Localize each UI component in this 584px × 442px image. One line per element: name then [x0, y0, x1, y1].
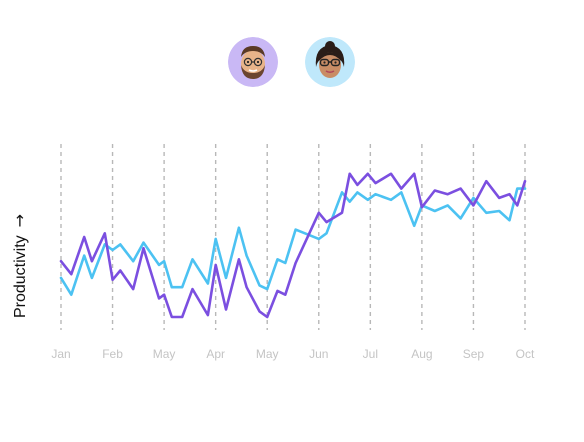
- y-axis-label-text: Productivity: [12, 235, 29, 319]
- x-tick-label-sep: Sep: [463, 347, 485, 361]
- x-tick-label-may: May: [153, 347, 176, 361]
- y-axis-arrow-icon: →: [10, 213, 29, 228]
- y-axis-label: Productivity →: [10, 214, 30, 318]
- x-tick-label-may: May: [256, 347, 279, 361]
- vertical-grid-lines: [60, 144, 526, 330]
- x-tick-label-oct: Oct: [516, 347, 535, 361]
- x-tick-label-feb: Feb: [102, 347, 123, 361]
- bearded-man-memoji-icon[interactable]: [228, 37, 278, 87]
- series-layer: [59, 172, 527, 319]
- x-tick-label-apr: Apr: [206, 347, 225, 361]
- woman-glasses-memoji-icon[interactable]: [305, 37, 355, 87]
- x-tick-label-jun: Jun: [309, 347, 328, 361]
- series-line-2: [59, 187, 527, 297]
- x-tick-label-jan: Jan: [51, 347, 70, 361]
- x-tick-label-aug: Aug: [411, 347, 432, 361]
- x-tick-label-jul: Jul: [363, 347, 378, 361]
- x-tick-labels: Jan Feb May Apr May Jun Jul Aug Sep Oct: [51, 347, 535, 361]
- series-line-1: [59, 172, 527, 319]
